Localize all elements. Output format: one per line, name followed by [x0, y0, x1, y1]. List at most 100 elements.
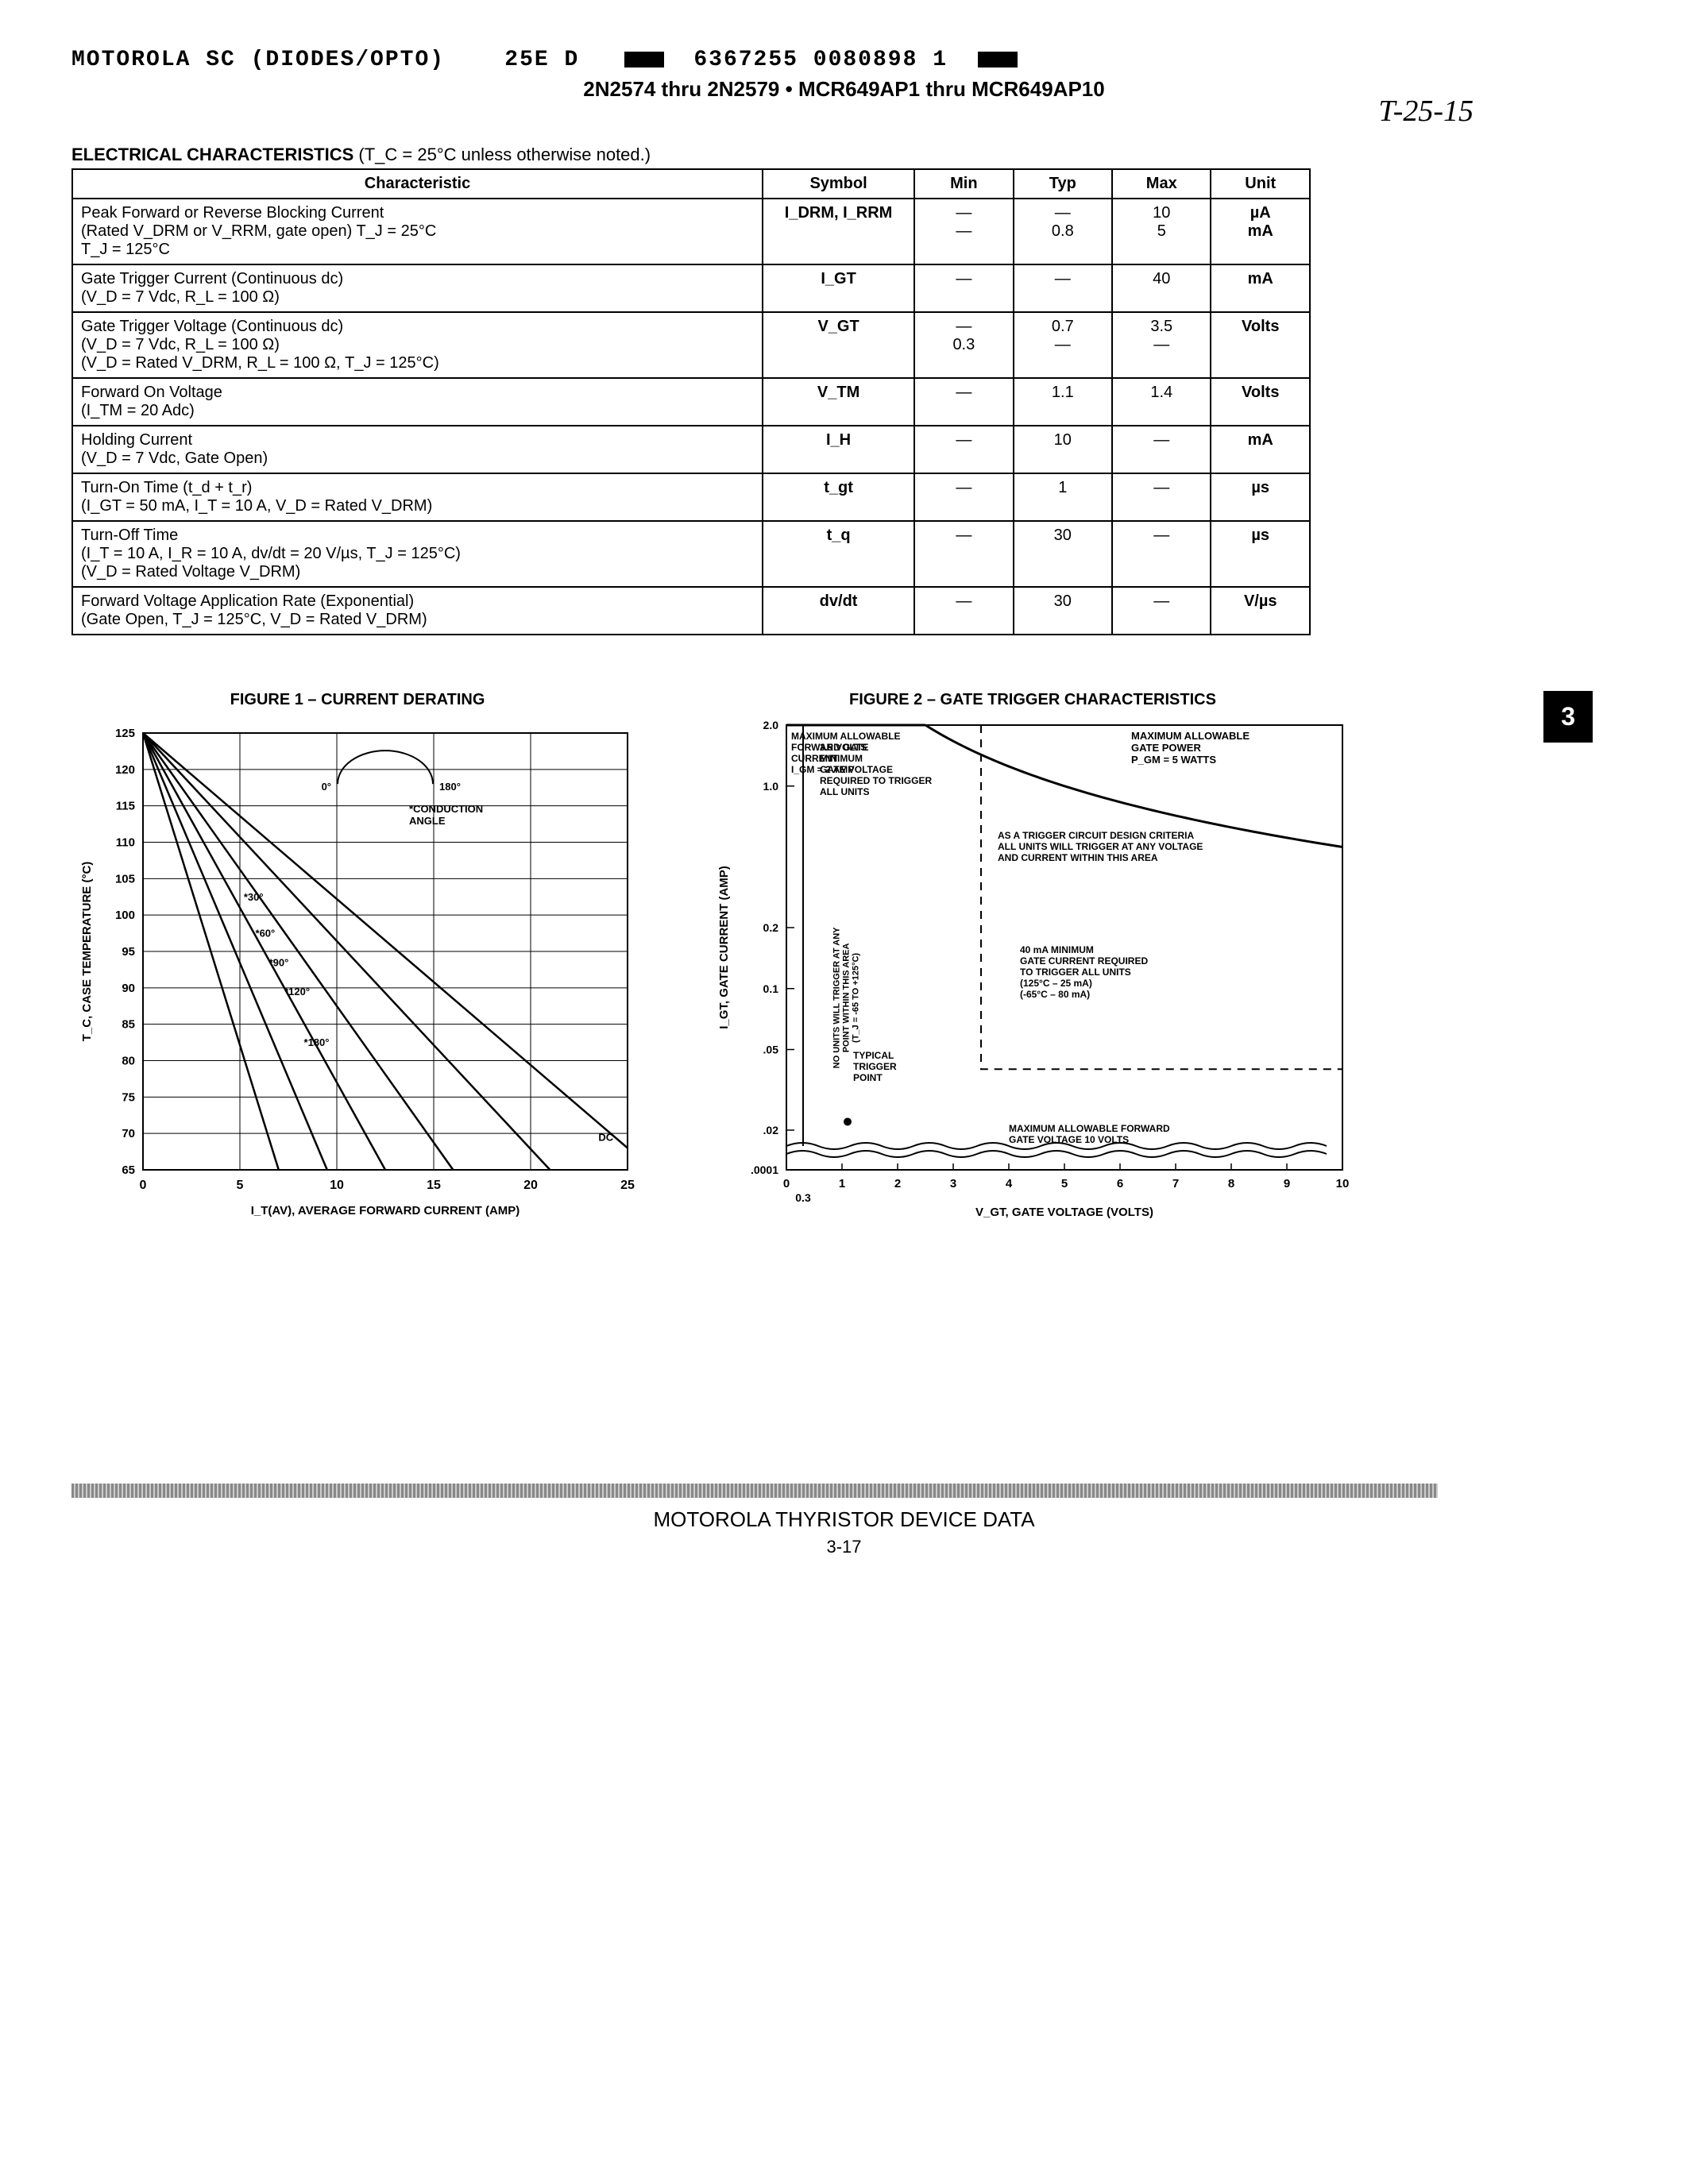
- svg-text:ALL UNITS: ALL UNITS: [820, 786, 869, 797]
- table-cell: 1.1: [1014, 378, 1112, 426]
- table-cell: — 0.3: [914, 312, 1013, 378]
- table-cell: —: [914, 521, 1013, 587]
- fig1-chart: 0510152025657075808590951001051101151201…: [71, 717, 643, 1225]
- table-cell: Holding Current (V_D = 7 Vdc, Gate Open): [72, 426, 763, 473]
- svg-text:0.2: 0.2: [763, 921, 779, 934]
- svg-text:105: 105: [115, 872, 135, 886]
- svg-text:10: 10: [330, 1179, 344, 1192]
- svg-text:V_GT, GATE VOLTAGE (VOLTS): V_GT, GATE VOLTAGE (VOLTS): [975, 1206, 1153, 1219]
- svg-text:1.0: 1.0: [763, 780, 779, 793]
- svg-text:80: 80: [122, 1055, 135, 1068]
- table-cell: mA: [1211, 426, 1310, 473]
- svg-text:70: 70: [122, 1127, 135, 1140]
- table-header: Typ: [1014, 169, 1112, 199]
- section-note: (T_C = 25°C unless otherwise noted.): [358, 145, 651, 164]
- fig2-title: FIGURE 2 – GATE TRIGGER CHARACTERISTICS: [707, 691, 1358, 709]
- black-box-icon: [624, 52, 664, 68]
- table-cell: µA mA: [1211, 199, 1310, 264]
- table-cell: — 0.8: [1014, 199, 1112, 264]
- table-cell: t_gt: [763, 473, 914, 521]
- svg-text:*60°: *60°: [256, 928, 276, 940]
- table-cell: V_TM: [763, 378, 914, 426]
- black-box-icon: [978, 52, 1018, 68]
- svg-text:90: 90: [122, 982, 135, 995]
- table-cell: —: [914, 378, 1013, 426]
- table-cell: —: [1014, 264, 1112, 312]
- svg-text:95: 95: [122, 945, 135, 959]
- table-row: Turn-On Time (t_d + t_r) (I_GT = 50 mA, …: [72, 473, 1310, 521]
- svg-text:POINT: POINT: [853, 1072, 883, 1083]
- table-cell: 10: [1014, 426, 1112, 473]
- svg-text:1: 1: [839, 1177, 845, 1190]
- svg-text:85: 85: [122, 1018, 135, 1032]
- svg-text:10: 10: [1336, 1177, 1350, 1190]
- table-cell: 30: [1014, 587, 1112, 635]
- svg-text:5: 5: [1061, 1177, 1068, 1190]
- table-cell: Turn-On Time (t_d + t_r) (I_GT = 50 mA, …: [72, 473, 763, 521]
- svg-text:3: 3: [950, 1177, 956, 1190]
- table-cell: —: [914, 473, 1013, 521]
- svg-text:0.3: 0.3: [795, 1191, 811, 1204]
- svg-text:15: 15: [427, 1179, 441, 1192]
- svg-text:GATE CURRENT REQUIRED: GATE CURRENT REQUIRED: [1020, 955, 1148, 967]
- table-row: Forward On Voltage (I_TM = 20 Adc)V_TM—1…: [72, 378, 1310, 426]
- table-cell: 0.7 —: [1014, 312, 1112, 378]
- svg-text:TRIGGER: TRIGGER: [853, 1061, 897, 1072]
- table-cell: mA: [1211, 264, 1310, 312]
- svg-text:REQUIRED TO TRIGGER: REQUIRED TO TRIGGER: [820, 775, 932, 786]
- svg-text:7: 7: [1172, 1177, 1179, 1190]
- table-row: Gate Trigger Current (Continuous dc) (V_…: [72, 264, 1310, 312]
- svg-text:MAXIMUM ALLOWABLE: MAXIMUM ALLOWABLE: [791, 731, 901, 742]
- table-cell: 3.5 —: [1112, 312, 1211, 378]
- fig1-title: FIGURE 1 – CURRENT DERATING: [71, 691, 643, 709]
- hdr-mid: 25E D: [504, 48, 579, 72]
- table-cell: I_GT: [763, 264, 914, 312]
- svg-text:8: 8: [1228, 1177, 1234, 1190]
- svg-text:AS A TRIGGER CIRCUIT DESIGN CR: AS A TRIGGER CIRCUIT DESIGN CRITERIA: [998, 830, 1194, 841]
- table-cell: V_GT: [763, 312, 914, 378]
- table-cell: — —: [914, 199, 1013, 264]
- table-cell: —: [1112, 426, 1211, 473]
- svg-text:DC: DC: [598, 1131, 613, 1143]
- hdr-left: MOTOROLA SC (DIODES/OPTO): [71, 48, 445, 72]
- table-cell: —: [914, 426, 1013, 473]
- svg-text:ANGLE: ANGLE: [409, 815, 446, 827]
- figure-2: FIGURE 2 – GATE TRIGGER CHARACTERISTICS …: [707, 691, 1358, 1229]
- table-cell: Volts: [1211, 378, 1310, 426]
- footer-bar: [71, 1484, 1438, 1498]
- svg-text:125: 125: [115, 727, 135, 740]
- table-cell: I_H: [763, 426, 914, 473]
- svg-text:GATE POWER: GATE POWER: [1131, 742, 1201, 754]
- svg-text:P_GM = 5 WATTS: P_GM = 5 WATTS: [1131, 754, 1216, 766]
- svg-text:*CONDUCTION: *CONDUCTION: [409, 803, 483, 815]
- table-cell: —: [914, 587, 1013, 635]
- svg-text:*180°: *180°: [304, 1036, 330, 1048]
- table-cell: 40: [1112, 264, 1211, 312]
- svg-text:MINIMUM: MINIMUM: [820, 753, 863, 764]
- table-cell: 1: [1014, 473, 1112, 521]
- table-cell: 10 5: [1112, 199, 1211, 264]
- svg-text:65: 65: [122, 1163, 135, 1177]
- svg-text:(125°C – 25 mA): (125°C – 25 mA): [1020, 978, 1092, 989]
- svg-text:2.0: 2.0: [763, 719, 779, 731]
- svg-text:GATE VOLTAGE 10 VOLTS: GATE VOLTAGE 10 VOLTS: [1009, 1134, 1129, 1145]
- section-title-text: ELECTRICAL CHARACTERISTICS: [71, 145, 353, 164]
- svg-text:0: 0: [140, 1179, 147, 1192]
- svg-text:(-65°C – 80 mA): (-65°C – 80 mA): [1020, 989, 1090, 1000]
- table-cell: 30: [1014, 521, 1112, 587]
- svg-text:AND CURRENT WITHIN THIS AREA: AND CURRENT WITHIN THIS AREA: [998, 852, 1158, 863]
- svg-text:115: 115: [116, 800, 135, 813]
- footer-page: 3-17: [71, 1537, 1617, 1557]
- table-header: Min: [914, 169, 1013, 199]
- svg-text:180°: 180°: [439, 781, 461, 793]
- svg-text:120: 120: [115, 763, 135, 777]
- table-cell: t_q: [763, 521, 914, 587]
- svg-text:3.5 VOLTS: 3.5 VOLTS: [820, 742, 867, 753]
- svg-text:100: 100: [115, 909, 135, 922]
- svg-text:.05: .05: [763, 1044, 779, 1056]
- svg-text:0°: 0°: [322, 781, 331, 793]
- svg-text:.02: .02: [763, 1124, 779, 1136]
- table-row: Holding Current (V_D = 7 Vdc, Gate Open)…: [72, 426, 1310, 473]
- svg-text:.0001: .0001: [751, 1163, 778, 1176]
- section-title: ELECTRICAL CHARACTERISTICS (T_C = 25°C u…: [71, 145, 1617, 165]
